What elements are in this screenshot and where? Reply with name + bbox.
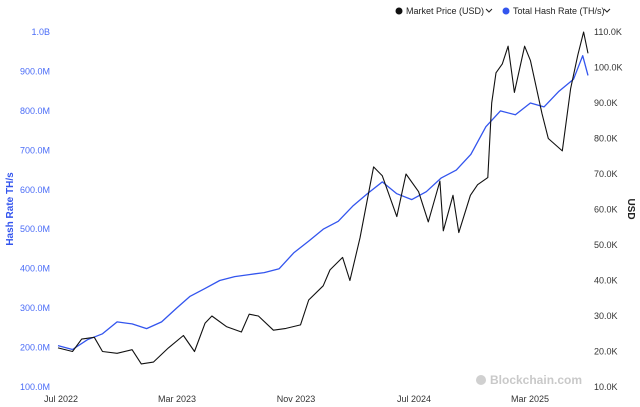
legend-label: Market Price (USD) xyxy=(406,6,484,16)
x-tick-label: Jul 2022 xyxy=(44,394,78,404)
legend-label: Total Hash Rate (TH/s) xyxy=(513,6,605,16)
right-tick-label: 100.0K xyxy=(594,63,623,73)
watermark: Blockchain.com xyxy=(476,373,582,387)
right-tick-label: 50.0K xyxy=(594,240,618,250)
right-tick-label: 110.0K xyxy=(594,27,622,37)
x-axis: Jul 2022 Mar 2023 Nov 2023 Jul 2024 Mar 2025 xyxy=(44,394,549,404)
left-axis-title: Hash Rate TH/s xyxy=(5,172,16,246)
right-tick-label: 80.0K xyxy=(594,134,618,144)
left-tick-label: 100.0M xyxy=(20,382,50,392)
x-tick-label: Mar 2025 xyxy=(511,394,549,404)
market-price-line xyxy=(57,31,589,365)
left-axis: 100.0M 200.0M 300.0M 400.0M 500.0M 600.0M 700.… xyxy=(20,27,50,392)
x-tick-label: Nov 2023 xyxy=(277,394,316,404)
legend-hash-rate[interactable]: Total Hash Rate (TH/s) xyxy=(502,6,611,16)
legend[interactable]: Market Price (USD) Total Hash Rate (TH/s) xyxy=(395,6,611,16)
left-tick-label: 900.0M xyxy=(20,66,50,76)
legend-dot-icon xyxy=(395,7,403,15)
right-tick-label: 20.0K xyxy=(594,347,618,357)
right-tick-label: 10.0K xyxy=(594,382,618,392)
legend-dot-icon xyxy=(502,7,510,15)
left-tick-label: 400.0M xyxy=(20,264,50,274)
watermark-text: Blockchain.com xyxy=(490,373,582,387)
right-tick-label: 30.0K xyxy=(594,311,618,321)
right-axis: 10.0K 20.0K 30.0K 40.0K 50.0K 60.0K 70.0K 80.0K… xyxy=(594,27,623,392)
left-tick-label: 700.0M xyxy=(20,145,50,155)
right-tick-label: 60.0K xyxy=(594,205,618,215)
x-tick-label: Jul 2024 xyxy=(397,394,431,404)
left-tick-label: 300.0M xyxy=(20,303,50,313)
chevron-down-icon[interactable] xyxy=(485,8,493,13)
hash-rate-line xyxy=(57,55,589,351)
right-tick-label: 90.0K xyxy=(594,98,618,108)
chevron-down-icon[interactable] xyxy=(603,8,611,13)
left-tick-label: 200.0M xyxy=(20,343,50,353)
x-tick-label: Mar 2023 xyxy=(158,394,196,404)
blockchain-logo-icon xyxy=(476,375,486,385)
legend-market-price[interactable]: Market Price (USD) xyxy=(395,6,493,16)
left-tick-label: 500.0M xyxy=(20,224,50,234)
left-tick-label: 600.0M xyxy=(20,185,50,195)
right-tick-label: 40.0K xyxy=(594,276,618,286)
left-tick-label: 800.0M xyxy=(20,106,50,116)
series-layer xyxy=(57,31,589,365)
left-tick-label: 1.0B xyxy=(31,27,50,37)
right-tick-label: 70.0K xyxy=(594,169,618,179)
right-axis-title: USD xyxy=(625,198,636,219)
